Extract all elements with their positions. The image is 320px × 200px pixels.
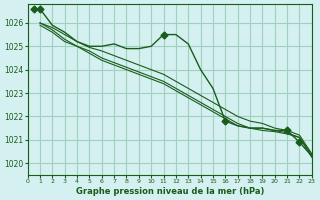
X-axis label: Graphe pression niveau de la mer (hPa): Graphe pression niveau de la mer (hPa) (76, 187, 264, 196)
